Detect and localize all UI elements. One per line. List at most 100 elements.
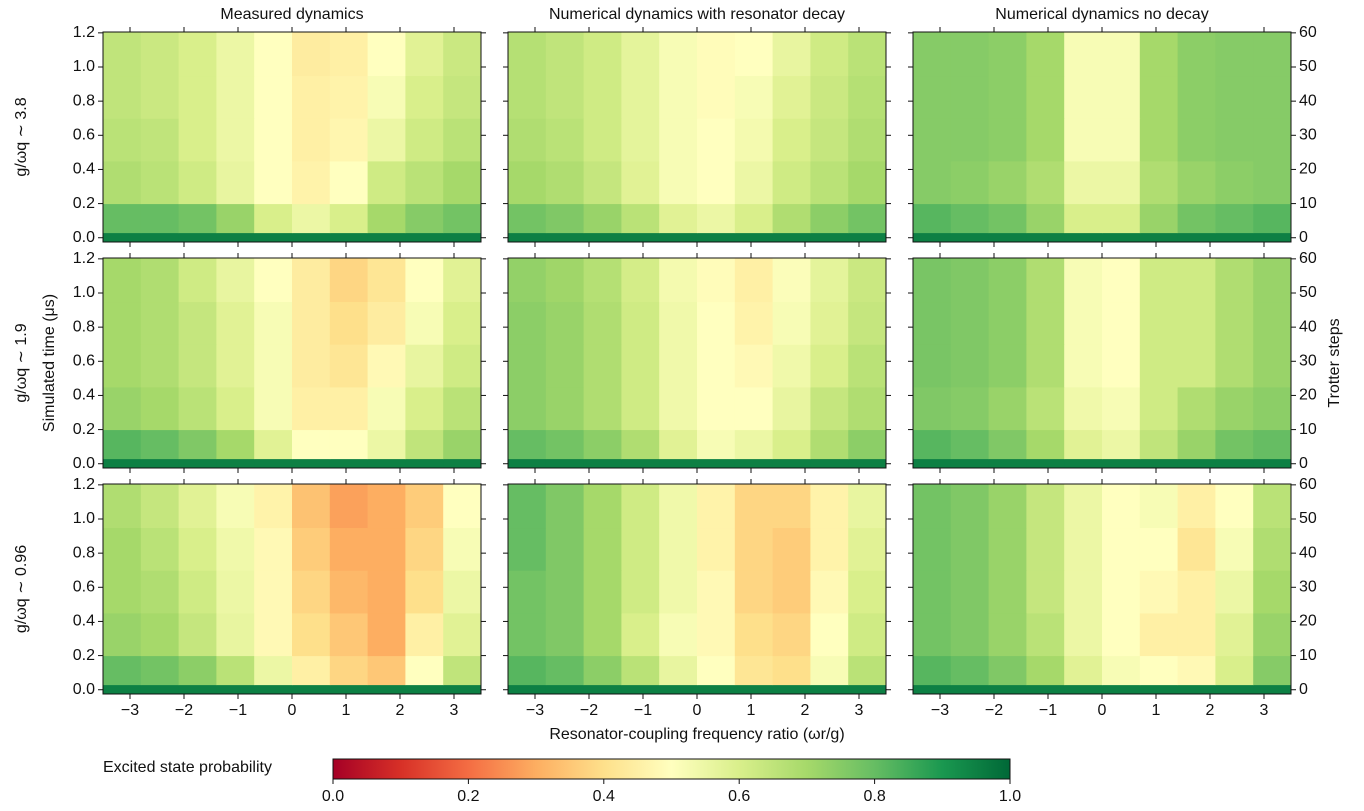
heatmap-cell	[1026, 458, 1065, 469]
y-tick-label: 0.6	[73, 127, 95, 144]
heatmap-cell	[1102, 458, 1141, 469]
heatmap-cell	[988, 655, 1027, 686]
heatmap-cell	[583, 429, 622, 460]
heatmap-cell	[772, 570, 811, 614]
heatmap-cell	[1177, 203, 1216, 234]
heatmap-cell	[583, 527, 622, 571]
y-tick-label: 0.2	[73, 647, 95, 664]
x-tick-label: 2	[1206, 702, 1215, 719]
heatmap-cell	[140, 527, 180, 571]
y-tick-label: 1.0	[73, 284, 95, 301]
y2-tick-label: 20	[1299, 387, 1317, 404]
heatmap-cell	[734, 655, 774, 686]
x-tick-label: −1	[229, 702, 247, 719]
heatmap-cell	[659, 160, 698, 205]
heatmap-cell	[988, 75, 1027, 119]
heatmap-cell	[988, 527, 1027, 571]
heatmap-cell	[734, 612, 774, 657]
heatmap-cell	[810, 32, 849, 77]
heatmap-cell	[772, 484, 811, 529]
heatmap-cell	[545, 160, 585, 205]
heatmap-cell	[1102, 232, 1141, 243]
heatmap-cell	[950, 570, 990, 614]
heatmap-cell	[1253, 232, 1292, 243]
heatmap-cell	[848, 118, 887, 162]
heatmap-cell	[621, 386, 660, 431]
heatmap-cell	[1064, 258, 1103, 303]
heatmap-cell	[1139, 684, 1179, 695]
heatmap-cell	[988, 684, 1027, 695]
heatmap-cell	[583, 484, 622, 529]
heatmap-cell	[1253, 527, 1292, 571]
heatmap-cell	[216, 458, 255, 469]
heatmap-cell	[734, 258, 774, 303]
heatmap-cell	[1064, 301, 1103, 345]
heatmap-cell	[140, 386, 180, 431]
heatmap-cell	[988, 570, 1027, 614]
heatmap-cell	[443, 429, 482, 460]
y2-tick-label: 50	[1299, 510, 1317, 527]
heatmap-cell	[140, 612, 180, 657]
heatmap-cell	[697, 344, 736, 388]
heatmap-cell	[405, 429, 444, 460]
heatmap-cell	[545, 612, 585, 657]
heatmap-cell	[950, 301, 990, 345]
heatmap-cell	[772, 684, 811, 695]
x-tick-label: −1	[634, 702, 652, 719]
heatmap-cell	[508, 258, 547, 303]
heatmap-cell	[545, 386, 585, 431]
heatmap-cell	[810, 301, 849, 345]
heatmap-cell	[292, 484, 331, 529]
heatmap-cell	[1139, 160, 1179, 205]
y2-tick-label: 60	[1299, 476, 1317, 493]
heatmap-cell	[772, 160, 811, 205]
heatmap-cell	[913, 301, 952, 345]
heatmap-cell	[848, 301, 887, 345]
heatmap-cell	[734, 203, 774, 234]
x-tick-label: 3	[1260, 702, 1269, 719]
heatmap-cell	[950, 160, 990, 205]
heatmap-cell	[508, 429, 547, 460]
heatmap-cell	[1102, 386, 1141, 431]
y2-tick-label: 50	[1299, 58, 1317, 75]
heatmap-cell	[292, 32, 331, 77]
heatmap-cell	[621, 527, 660, 571]
heatmap-cell	[178, 118, 217, 162]
heatmap-cell	[848, 75, 887, 119]
heatmap-cell	[772, 386, 811, 431]
heatmap-cell	[545, 344, 585, 388]
heatmap-cell	[1026, 160, 1065, 205]
heatmap-cell	[1139, 203, 1179, 234]
heatmap-cell	[1064, 429, 1103, 460]
heatmap-cell	[140, 301, 180, 345]
heatmap-cell	[734, 458, 774, 469]
heatmap-cell	[1253, 570, 1292, 614]
heatmap-cell	[329, 655, 369, 686]
heatmap-cell	[1102, 258, 1141, 303]
heatmap-cell	[1253, 301, 1292, 345]
x-tick-label: 2	[396, 702, 405, 719]
heatmap-cell	[583, 232, 622, 243]
heatmap-cell	[140, 655, 180, 686]
heatmap-cell	[1177, 301, 1216, 345]
heatmap-cell	[1102, 32, 1141, 77]
heatmap-cell	[292, 75, 331, 119]
heatmap-cell	[697, 386, 736, 431]
heatmap-cell	[140, 429, 180, 460]
heatmap-cell	[367, 301, 406, 345]
heatmap-cell	[1177, 527, 1216, 571]
heatmap-cell	[443, 118, 482, 162]
heatmap-cell	[508, 655, 547, 686]
heatmap-cell	[103, 612, 142, 657]
heatmap-cell	[583, 684, 622, 695]
heatmap-cell	[988, 203, 1027, 234]
heatmap-cell	[1064, 386, 1103, 431]
heatmap-cell	[988, 258, 1027, 303]
heatmap-cell	[621, 232, 660, 243]
heatmap-cell	[772, 32, 811, 77]
heatmap-cell	[988, 32, 1027, 77]
y2-tick-label: 0	[1299, 229, 1308, 246]
heatmap-cell	[1177, 118, 1216, 162]
heatmap-cell	[254, 612, 293, 657]
heatmap-cell	[545, 232, 585, 243]
